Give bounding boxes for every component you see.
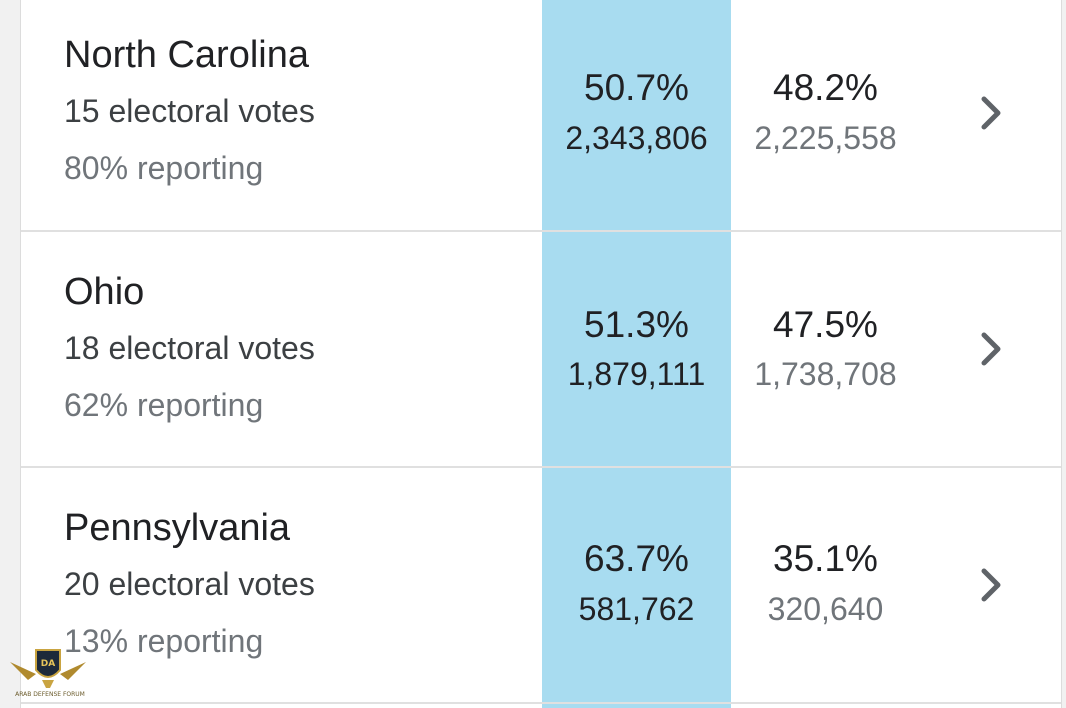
forum-logo: DA [10, 649, 86, 688]
leader-percent: 51.3% [584, 304, 689, 345]
trailer-votes: 2,225,558 [754, 120, 897, 156]
results-panel: North Carolina 15 electoral votes 80% re… [20, 0, 1062, 708]
chevron-right-icon[interactable] [971, 329, 1011, 369]
trailer-percent: 35.1% [773, 538, 878, 579]
state-name: Pennsylvania [64, 507, 291, 549]
state-name: North Carolina [64, 34, 309, 76]
trailer-votes: 1,738,708 [754, 356, 897, 392]
state-row-pennsylvania[interactable]: Pennsylvania 20 electoral votes 13% repo… [21, 468, 1061, 702]
leader-votes: 1,879,111 [567, 356, 706, 392]
chevron-right-icon[interactable] [971, 565, 1011, 605]
reporting-status: 13% reporting [64, 623, 264, 659]
reporting-status: 80% reporting [64, 150, 264, 186]
electoral-votes: 20 electoral votes [64, 566, 315, 602]
leader-votes: 581,762 [578, 591, 695, 627]
row-divider [21, 702, 1061, 704]
state-name: Ohio [64, 271, 145, 313]
row-divider [21, 466, 1061, 468]
electoral-votes: 18 electoral votes [64, 330, 315, 366]
leader-votes: 2,343,806 [565, 120, 708, 156]
row-divider [21, 230, 1061, 232]
trailer-votes: 320,640 [767, 591, 884, 627]
forum-logo-text: ARAB DEFENSE FORUM [15, 691, 85, 698]
reporting-status: 62% reporting [64, 387, 264, 423]
state-row-north-carolina[interactable]: North Carolina 15 electoral votes 80% re… [21, 0, 1061, 234]
chevron-right-icon[interactable] [971, 93, 1011, 133]
electoral-votes: 15 electoral votes [64, 93, 315, 129]
leader-column-highlight [542, 0, 731, 708]
leader-percent: 63.7% [584, 538, 689, 579]
svg-text:DA: DA [41, 659, 55, 669]
state-row-ohio[interactable]: Ohio 18 electoral votes 62% reporting 51… [21, 232, 1061, 466]
trailer-percent: 47.5% [773, 304, 878, 345]
leader-percent: 50.7% [584, 67, 689, 108]
trailer-percent: 48.2% [773, 67, 878, 108]
